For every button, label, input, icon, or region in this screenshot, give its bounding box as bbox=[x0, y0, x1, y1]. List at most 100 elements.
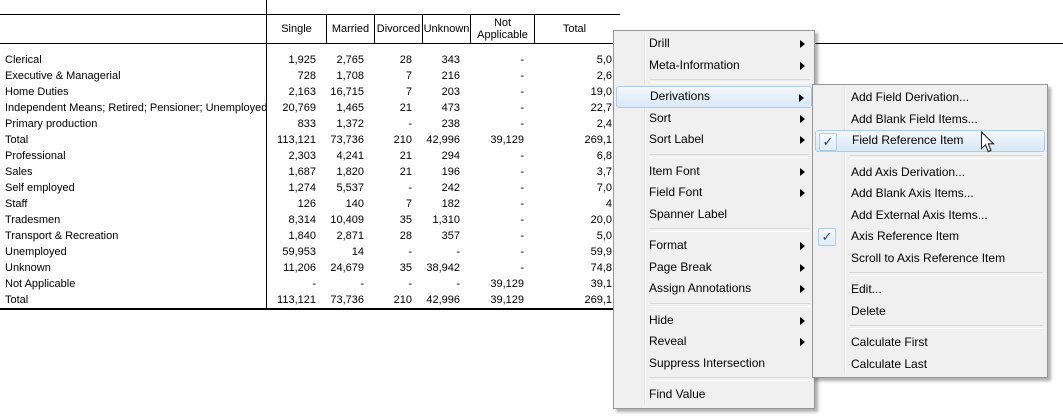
menu-item-suppress-intersection[interactable]: Suppress Intersection bbox=[616, 353, 812, 375]
table-cell[interactable]: 357 bbox=[441, 230, 460, 242]
table-cell[interactable]: 73,736 bbox=[330, 134, 364, 146]
row-label-unknown[interactable]: Unknown bbox=[5, 262, 51, 274]
menu-item-reveal[interactable]: Reveal bbox=[616, 331, 812, 353]
table-cell[interactable]: 11,206 bbox=[283, 262, 316, 274]
table-cell[interactable]: 126 bbox=[297, 198, 316, 210]
menu-item-edit[interactable]: Edit... bbox=[815, 279, 1045, 301]
table-cell[interactable]: 1,708 bbox=[336, 70, 364, 82]
table-cell[interactable]: 1,310 bbox=[432, 214, 460, 226]
menu-item-derivations[interactable]: Derivations bbox=[616, 86, 812, 108]
table-cell[interactable]: - bbox=[520, 118, 524, 130]
menu-item-sort[interactable]: Sort bbox=[616, 108, 812, 130]
table-cell[interactable]: - bbox=[520, 70, 524, 82]
table-cell[interactable]: - bbox=[520, 198, 524, 210]
table-cell[interactable]: 42,996 bbox=[426, 294, 460, 306]
table-cell[interactable]: 1,820 bbox=[336, 166, 364, 178]
row-label-independent-means-retired-pensioner-unemployed[interactable]: Independent Means; Retired; Pensioner; U… bbox=[5, 102, 266, 114]
column-header-not-applicable[interactable]: Not Applicable bbox=[470, 15, 534, 43]
table-cell[interactable]: 35 bbox=[399, 214, 412, 226]
table-cell[interactable]: 1,687 bbox=[288, 166, 316, 178]
table-cell[interactable]: - bbox=[520, 86, 524, 98]
table-cell[interactable]: - bbox=[520, 166, 524, 178]
table-cell[interactable]: 728 bbox=[297, 70, 316, 82]
table-cell[interactable]: 59,9 bbox=[590, 246, 612, 258]
menu-item-format[interactable]: Format bbox=[616, 235, 812, 257]
menu-item-sort-label[interactable]: Sort Label bbox=[616, 129, 812, 151]
table-cell[interactable]: 39,129 bbox=[490, 294, 524, 306]
table-cell[interactable]: 203 bbox=[441, 86, 460, 98]
row-label-total[interactable]: Total bbox=[5, 134, 29, 146]
table-cell[interactable]: - bbox=[408, 182, 412, 194]
row-label-not-applicable[interactable]: Not Applicable bbox=[5, 278, 76, 290]
table-cell[interactable]: 2,163 bbox=[288, 86, 316, 98]
table-cell[interactable]: 10,409 bbox=[330, 214, 364, 226]
table-cell[interactable]: 19,0 bbox=[590, 86, 612, 98]
table-cell[interactable]: 22,7 bbox=[590, 102, 612, 114]
row-label-executive-managerial[interactable]: Executive & Managerial bbox=[5, 70, 121, 82]
table-cell[interactable]: 343 bbox=[441, 54, 460, 66]
table-cell[interactable]: 39,129 bbox=[490, 278, 524, 290]
table-cell[interactable]: 269,1 bbox=[584, 294, 612, 306]
row-label-total[interactable]: Total bbox=[5, 294, 29, 306]
column-header-married[interactable]: Married bbox=[326, 15, 374, 43]
table-cell[interactable]: 39,129 bbox=[490, 134, 524, 146]
table-cell[interactable]: 2,765 bbox=[336, 54, 364, 66]
menu-item-add-axis-derivation[interactable]: Add Axis Derivation... bbox=[815, 162, 1045, 184]
table-cell[interactable]: 113,121 bbox=[277, 294, 316, 306]
table-cell[interactable]: 6,8 bbox=[596, 150, 612, 162]
table-cell[interactable]: 473 bbox=[441, 102, 460, 114]
table-cell[interactable]: 4 bbox=[605, 198, 612, 210]
row-label-professional[interactable]: Professional bbox=[5, 150, 66, 162]
table-cell[interactable]: 39,1 bbox=[590, 278, 612, 290]
menu-item-find-value[interactable]: Find Value bbox=[616, 384, 812, 406]
table-cell[interactable]: 38,942 bbox=[426, 262, 460, 274]
table-cell[interactable]: 7 bbox=[405, 70, 412, 82]
table-cell[interactable]: 8,314 bbox=[288, 214, 316, 226]
table-cell[interactable]: - bbox=[520, 102, 524, 114]
menu-item-axis-reference-item[interactable]: ✓ Axis Reference Item bbox=[815, 226, 1045, 248]
table-cell[interactable]: - bbox=[408, 118, 412, 130]
column-header-total[interactable]: Total bbox=[534, 15, 614, 43]
table-cell[interactable]: - bbox=[520, 262, 524, 274]
table-cell[interactable]: 20,769 bbox=[282, 102, 316, 114]
table-cell[interactable]: 59,953 bbox=[282, 246, 316, 258]
table-cell[interactable]: - bbox=[312, 278, 316, 290]
table-cell[interactable]: - bbox=[520, 182, 524, 194]
table-cell[interactable]: - bbox=[408, 278, 412, 290]
table-cell[interactable]: 2,871 bbox=[336, 230, 364, 242]
table-cell[interactable]: 238 bbox=[441, 118, 460, 130]
table-cell[interactable]: 14 bbox=[351, 246, 364, 258]
menu-item-calculate-first[interactable]: Calculate First bbox=[815, 332, 1045, 354]
menu-item-add-blank-field-items[interactable]: Add Blank Field Items... bbox=[815, 109, 1045, 131]
menu-item-delete[interactable]: Delete bbox=[815, 301, 1045, 323]
row-label-home-duties[interactable]: Home Duties bbox=[5, 86, 69, 98]
table-cell[interactable]: - bbox=[360, 278, 364, 290]
menu-item-add-blank-axis-items[interactable]: Add Blank Axis Items... bbox=[815, 183, 1045, 205]
table-cell[interactable]: 2,303 bbox=[288, 150, 316, 162]
row-label-primary-production[interactable]: Primary production bbox=[5, 118, 98, 130]
column-header-divorced[interactable]: Divorced bbox=[374, 15, 422, 43]
table-cell[interactable]: 21 bbox=[399, 166, 412, 178]
row-label-unemployed[interactable]: Unemployed bbox=[5, 246, 67, 258]
table-cell[interactable]: 73,736 bbox=[330, 294, 364, 306]
table-cell[interactable]: 4,241 bbox=[336, 150, 364, 162]
table-cell[interactable]: 1,465 bbox=[336, 102, 364, 114]
table-cell[interactable]: 21 bbox=[399, 150, 412, 162]
table-cell[interactable]: 7 bbox=[405, 198, 412, 210]
table-cell[interactable]: 1,840 bbox=[288, 230, 316, 242]
table-cell[interactable]: - bbox=[520, 246, 524, 258]
row-label-transport-recreation[interactable]: Transport & Recreation bbox=[5, 230, 119, 242]
table-cell[interactable]: 24,679 bbox=[330, 262, 364, 274]
table-cell[interactable]: 42,996 bbox=[426, 134, 460, 146]
table-cell[interactable]: 35 bbox=[399, 262, 412, 274]
table-cell[interactable]: 5,537 bbox=[336, 182, 364, 194]
table-cell[interactable]: 5,0 bbox=[596, 54, 612, 66]
table-cell[interactable]: 113,121 bbox=[277, 134, 316, 146]
table-cell[interactable]: 210 bbox=[393, 134, 412, 146]
column-header-single[interactable]: Single bbox=[281, 23, 312, 35]
table-cell[interactable]: 1,372 bbox=[336, 118, 364, 130]
row-label-staff[interactable]: Staff bbox=[5, 198, 28, 210]
table-cell[interactable]: 196 bbox=[441, 166, 460, 178]
row-label-sales[interactable]: Sales bbox=[5, 166, 33, 178]
table-cell[interactable]: - bbox=[520, 230, 524, 242]
